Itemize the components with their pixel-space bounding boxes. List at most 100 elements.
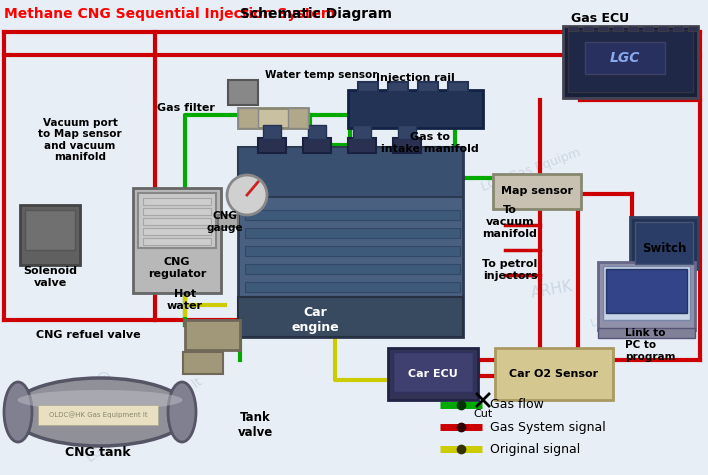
- Text: LGC Gas Equip: LGC Gas Equip: [590, 291, 670, 329]
- Bar: [143, 228, 211, 235]
- Bar: [245, 264, 460, 274]
- Text: Injection rail: Injection rail: [376, 73, 455, 83]
- Ellipse shape: [10, 378, 190, 446]
- Text: CNG
gauge: CNG gauge: [207, 211, 244, 233]
- Text: CNG
regulator: CNG regulator: [148, 257, 206, 279]
- Bar: [183, 352, 223, 374]
- Ellipse shape: [227, 175, 267, 215]
- Bar: [218, 215, 238, 227]
- Bar: [493, 174, 581, 209]
- Bar: [263, 125, 281, 139]
- Bar: [238, 147, 463, 197]
- Text: Gas System signal: Gas System signal: [490, 420, 606, 434]
- Text: ARHK: ARHK: [370, 168, 423, 202]
- Bar: [568, 26, 578, 31]
- Bar: [603, 266, 690, 320]
- Text: Tank
valve: Tank valve: [237, 411, 273, 439]
- Bar: [143, 218, 211, 225]
- Bar: [288, 108, 308, 128]
- Text: Methane CNG Sequential Injection System: Methane CNG Sequential Injection System: [4, 7, 336, 21]
- Bar: [358, 82, 378, 92]
- Bar: [658, 26, 668, 31]
- Text: To
vacuum
manifold: To vacuum manifold: [483, 205, 537, 238]
- Bar: [258, 138, 286, 153]
- Bar: [185, 320, 240, 350]
- Text: Car ECU: Car ECU: [408, 369, 458, 379]
- Bar: [388, 82, 408, 92]
- Text: Solenoid
valve: Solenoid valve: [23, 266, 77, 288]
- Text: CNG refuel valve: CNG refuel valve: [35, 330, 140, 340]
- Bar: [398, 125, 416, 139]
- Text: To petrol
injectors: To petrol injectors: [482, 259, 537, 281]
- Bar: [143, 198, 211, 205]
- Bar: [598, 26, 608, 31]
- Bar: [143, 238, 211, 245]
- Bar: [568, 30, 693, 92]
- Bar: [245, 228, 460, 238]
- Text: Gas filter: Gas filter: [157, 103, 215, 113]
- Bar: [238, 108, 308, 128]
- Text: ARHK: ARHK: [530, 279, 574, 301]
- Text: Schematic Diagram: Schematic Diagram: [235, 7, 392, 21]
- Bar: [606, 269, 687, 313]
- Bar: [583, 26, 593, 31]
- Bar: [495, 348, 613, 400]
- Bar: [635, 222, 693, 264]
- Bar: [143, 208, 211, 215]
- Text: Gas ECU: Gas ECU: [571, 11, 629, 25]
- Text: Map sensor: Map sensor: [501, 186, 573, 196]
- Text: Cut: Cut: [474, 409, 493, 419]
- Ellipse shape: [168, 382, 196, 442]
- Bar: [628, 26, 638, 31]
- Text: Vacuum port
to Map sensor
and vacuum
manifold: Vacuum port to Map sensor and vacuum man…: [38, 118, 122, 162]
- Text: Water temp sensor: Water temp sensor: [265, 70, 377, 80]
- Bar: [303, 138, 331, 153]
- Bar: [563, 26, 698, 98]
- Bar: [613, 26, 623, 31]
- Bar: [673, 26, 683, 31]
- Bar: [238, 297, 463, 337]
- Bar: [393, 352, 473, 392]
- Text: LGC: LGC: [610, 51, 640, 65]
- Bar: [228, 80, 258, 105]
- Ellipse shape: [18, 390, 183, 410]
- Bar: [448, 82, 468, 92]
- Bar: [25, 210, 75, 250]
- Bar: [308, 125, 326, 139]
- Text: CNG tank: CNG tank: [65, 446, 131, 459]
- Bar: [393, 138, 421, 153]
- Bar: [388, 348, 478, 400]
- Bar: [630, 217, 698, 269]
- Bar: [38, 405, 158, 425]
- Text: Link to
PC to
program: Link to PC to program: [625, 328, 675, 361]
- Bar: [238, 147, 463, 337]
- Bar: [138, 193, 216, 248]
- Bar: [688, 26, 698, 31]
- Bar: [245, 282, 460, 292]
- Bar: [585, 42, 665, 74]
- Bar: [20, 205, 80, 265]
- Bar: [598, 262, 695, 330]
- Text: Gas flow: Gas flow: [490, 399, 544, 411]
- Text: Car O2 Sensor: Car O2 Sensor: [510, 369, 598, 379]
- Text: Switch: Switch: [642, 241, 686, 255]
- Bar: [418, 82, 438, 92]
- Text: Gas to
intake manifold: Gas to intake manifold: [381, 132, 479, 154]
- Bar: [245, 246, 460, 256]
- Bar: [238, 108, 258, 128]
- Text: LGC Gas Equipment lt: LGC Gas Equipment lt: [85, 375, 205, 465]
- Ellipse shape: [4, 382, 32, 442]
- Bar: [245, 210, 460, 220]
- Bar: [643, 26, 653, 31]
- Bar: [348, 138, 376, 153]
- Text: Car
engine: Car engine: [291, 306, 339, 334]
- Bar: [133, 188, 221, 293]
- Text: Hot
water: Hot water: [167, 289, 203, 311]
- Bar: [353, 125, 371, 139]
- Text: OLDC@: OLDC@: [58, 367, 115, 413]
- Bar: [348, 90, 483, 128]
- Text: Original signal: Original signal: [490, 443, 581, 456]
- Bar: [598, 328, 695, 338]
- Text: LGC Gas Equipm: LGC Gas Equipm: [480, 146, 583, 194]
- Text: OLDC@HK Gas Equipment lt: OLDC@HK Gas Equipment lt: [49, 412, 147, 418]
